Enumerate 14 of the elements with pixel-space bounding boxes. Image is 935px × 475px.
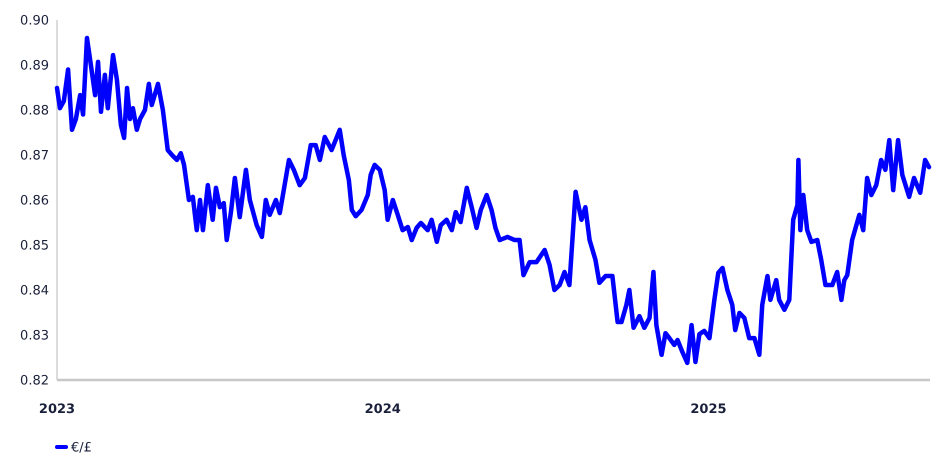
x-tick-label: 2025 <box>690 402 727 417</box>
y-tick-label: 0.82 <box>20 374 49 389</box>
y-tick-label: 0.83 <box>20 328 49 344</box>
x-tick-label: 2024 <box>364 402 401 417</box>
line-series <box>54 36 932 366</box>
y-tick-label: 0.88 <box>20 104 49 119</box>
y-tick-label: 0.89 <box>20 58 49 74</box>
y-tick-label: 0.90 <box>20 14 49 29</box>
x-tick-label: 2023 <box>38 402 76 417</box>
y-tick-label: 0.85 <box>20 238 49 254</box>
y-tick-label: 0.86 <box>20 194 49 209</box>
legend-label: €/£ <box>71 440 92 456</box>
y-tick-label: 0.84 <box>20 284 49 299</box>
y-tick-label: 0.87 <box>20 148 49 164</box>
